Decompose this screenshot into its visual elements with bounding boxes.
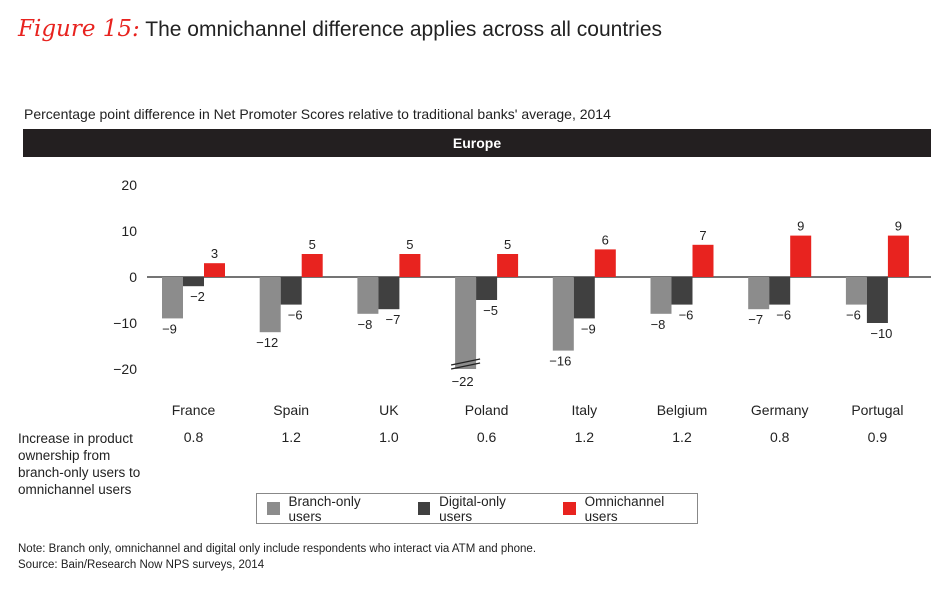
axis-break-mark: [450, 358, 481, 366]
data-label: −6: [846, 308, 861, 323]
data-label: −7: [385, 312, 400, 327]
product-ownership-value: 0.6: [477, 429, 497, 445]
bar-digital-only-userspoland: [476, 277, 498, 300]
category-label: Spain: [273, 402, 309, 418]
legend-item-digital: Digital-only users: [417, 493, 540, 524]
y-tick-label: 20: [121, 177, 137, 193]
product-ownership-label: Increase in product ownership from branc…: [18, 431, 141, 497]
data-label: −6: [776, 308, 791, 323]
bar-omnichannel-usersuk: [399, 254, 421, 277]
category-label: France: [172, 402, 216, 418]
footnote-note: Note: Branch only, omnichannel and digit…: [18, 543, 537, 555]
figure-title-text: The omnichannel difference applies acros…: [145, 18, 663, 41]
legend-item-branch: Branch-only users: [267, 494, 394, 524]
chart-subtitle: Percentage point difference in Net Promo…: [24, 106, 611, 122]
bar-digital-only-usersbelgium: [671, 277, 693, 305]
axis-break-mark: [450, 362, 481, 370]
legend-label-digital: Digital-only users: [439, 493, 506, 524]
data-label: −6: [288, 308, 303, 323]
data-label: −12: [256, 335, 278, 350]
data-label: −7: [748, 312, 763, 327]
data-label: 5: [406, 237, 413, 252]
category-label: UK: [379, 402, 399, 418]
bar-branch-only-usersuk: [357, 277, 379, 314]
data-label: 9: [797, 219, 804, 234]
data-label: −8: [357, 317, 372, 332]
region-band: Europe: [23, 129, 931, 157]
product-ownership-value: 1.0: [379, 429, 399, 445]
category-label: Poland: [465, 402, 509, 418]
bar-branch-only-usersspain: [259, 277, 281, 333]
footnote-source: Source: Bain/Research Now NPS surveys, 2…: [18, 559, 265, 571]
product-ownership-value: 0.9: [868, 429, 888, 445]
data-label: −5: [483, 303, 498, 318]
bar-digital-only-usersgermany: [769, 277, 791, 305]
bar-omnichannel-usersportugal: [887, 235, 909, 277]
bar-branch-only-userspoland: [455, 277, 477, 369]
bar-omnichannel-usersbelgium: [692, 244, 714, 277]
legend-label-branch: Branch-only users: [288, 493, 361, 524]
data-label: 5: [504, 237, 511, 252]
figure-label: Figure 15:: [18, 16, 140, 42]
data-label: −22: [452, 374, 474, 389]
bar-branch-only-usersitaly: [552, 277, 574, 351]
product-ownership-value: 0.8: [184, 429, 204, 445]
data-label: −2: [190, 289, 205, 304]
y-tick-label: 0: [129, 269, 137, 285]
bar-omnichannel-usersspain: [301, 254, 323, 277]
data-label: 9: [895, 219, 902, 234]
data-label: −10: [870, 326, 892, 341]
data-label: −6: [679, 308, 694, 323]
bar-omnichannel-usersfrance: [204, 263, 225, 277]
figure-title: Figure 15: The omnichannel difference ap…: [18, 16, 662, 42]
bar-branch-only-usersgermany: [748, 277, 770, 310]
legend-swatch-omni: [563, 502, 576, 515]
data-label: −9: [162, 321, 177, 336]
data-label: −16: [549, 354, 571, 369]
legend: Branch-only users Digital-only users Omn…: [256, 493, 698, 524]
bar-omnichannel-usersitaly: [594, 249, 616, 277]
bar-branch-only-usersfrance: [162, 277, 183, 319]
bar-omnichannel-usersgermany: [790, 235, 812, 277]
data-label: 6: [602, 232, 609, 247]
bar-branch-only-usersbelgium: [650, 277, 672, 314]
category-label: Portugal: [851, 402, 903, 418]
data-label: 7: [699, 228, 706, 243]
legend-label-omni: Omnichannel users: [584, 493, 665, 524]
data-label: −8: [651, 317, 666, 332]
product-ownership-value: 0.8: [770, 429, 790, 445]
y-tick-label: −10: [113, 315, 137, 331]
legend-item-omni: Omnichannel users: [563, 494, 697, 524]
data-label: 5: [309, 237, 316, 252]
category-label: Belgium: [657, 402, 708, 418]
bar-digital-only-usersuk: [378, 277, 400, 310]
product-ownership-value: 1.2: [672, 429, 692, 445]
y-tick-label: −20: [113, 361, 137, 377]
bar-digital-only-usersfrance: [183, 277, 204, 287]
product-ownership-value: 1.2: [281, 429, 301, 445]
data-label: 3: [211, 246, 218, 261]
legend-swatch-digital: [417, 502, 431, 515]
y-tick-label: 10: [121, 223, 137, 239]
bar-branch-only-usersportugal: [845, 277, 867, 305]
bar-omnichannel-userspoland: [497, 254, 519, 277]
category-label: Italy: [571, 402, 597, 418]
bar-digital-only-usersspain: [280, 277, 302, 305]
data-label: −9: [581, 321, 596, 336]
category-label: Germany: [751, 402, 809, 418]
bar-digital-only-usersitaly: [573, 277, 595, 319]
legend-swatch-branch: [267, 502, 280, 515]
bar-digital-only-usersportugal: [866, 277, 888, 323]
product-ownership-value: 1.2: [575, 429, 595, 445]
